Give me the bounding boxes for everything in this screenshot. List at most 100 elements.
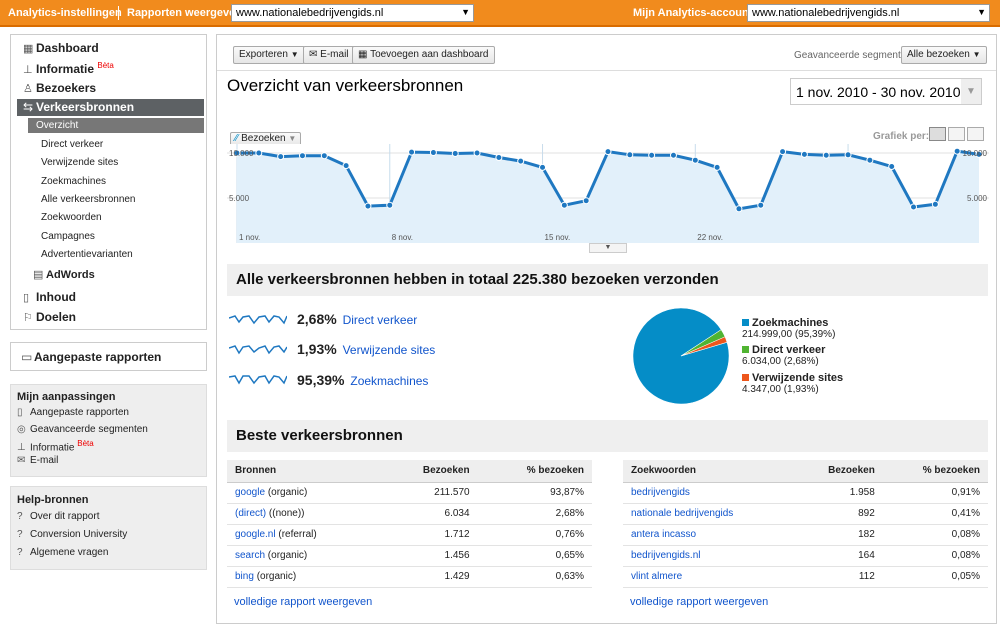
keyword-link[interactable]: bedrijvengids bbox=[631, 487, 690, 498]
data-point[interactable] bbox=[626, 151, 634, 159]
data-point[interactable] bbox=[910, 203, 918, 211]
nav-informatie[interactable]: ⊥ Informatie Bèta bbox=[23, 61, 114, 76]
source-link[interactable]: (direct) bbox=[235, 508, 267, 519]
data-point[interactable] bbox=[451, 149, 459, 157]
col-header[interactable]: % bezoeken bbox=[477, 460, 592, 483]
accounts-select[interactable]: www.nationalebedrijvengids.nl ▼ bbox=[747, 4, 990, 22]
data-point[interactable] bbox=[735, 205, 743, 213]
data-point[interactable] bbox=[931, 200, 939, 208]
medium-text: ((none)) bbox=[268, 508, 305, 519]
nav-sub-advertentie[interactable]: Advertentievarianten bbox=[41, 249, 133, 260]
data-point[interactable] bbox=[757, 201, 765, 209]
email-button[interactable]: ✉ E-mail bbox=[303, 46, 355, 64]
data-point[interactable] bbox=[888, 163, 896, 170]
data-point[interactable] bbox=[713, 163, 721, 171]
table-row: antera incasso 182 0,08% bbox=[623, 524, 988, 546]
summary-referral-link[interactable]: Verwijzende sites bbox=[342, 343, 436, 357]
data-point[interactable] bbox=[364, 202, 372, 210]
data-point[interactable] bbox=[975, 150, 983, 158]
nav-sub-direct[interactable]: Direct verkeer bbox=[41, 139, 104, 150]
custom-reports-box[interactable]: ▭ Aangepaste rapporten bbox=[10, 342, 207, 371]
data-point[interactable] bbox=[495, 154, 503, 161]
data-point[interactable] bbox=[277, 153, 285, 161]
data-point[interactable] bbox=[822, 151, 830, 159]
keyword-link[interactable]: bedrijvengids.nl bbox=[631, 550, 701, 561]
data-point[interactable] bbox=[539, 163, 547, 171]
nav-sub-overzicht[interactable]: Overzicht bbox=[28, 118, 204, 133]
keywords-full-report-link[interactable]: volledige rapport weergeven bbox=[630, 596, 769, 608]
data-point[interactable] bbox=[408, 148, 416, 156]
nav-bezoekers[interactable]: ♙ Bezoekers bbox=[23, 81, 96, 95]
data-point[interactable] bbox=[517, 157, 525, 165]
graph-month-button[interactable] bbox=[967, 127, 984, 141]
data-point[interactable] bbox=[779, 148, 787, 156]
data-point[interactable] bbox=[429, 149, 437, 157]
nav-sub-zoekwoorden[interactable]: Zoekwoorden bbox=[41, 212, 102, 223]
data-point[interactable] bbox=[866, 156, 874, 164]
top-sources-title: Beste verkeersbronnen bbox=[227, 420, 988, 452]
nav-sub-alle[interactable]: Alle verkeersbronnen bbox=[41, 194, 136, 205]
add-dashboard-button[interactable]: ▦ Toevoegen aan dashboard bbox=[352, 46, 495, 64]
keyword-link[interactable]: vlint almere bbox=[631, 571, 683, 582]
source-link[interactable]: search bbox=[235, 550, 266, 561]
nav-doelen[interactable]: ⚐ Doelen bbox=[23, 310, 76, 324]
help-item-vragen[interactable]: ? Algemene vragen bbox=[17, 547, 108, 558]
data-point[interactable] bbox=[320, 152, 328, 160]
nav-sub-campagnes[interactable]: Campagnes bbox=[41, 231, 95, 242]
help-item-university[interactable]: ? Conversion University bbox=[17, 529, 127, 540]
graph-day-button[interactable] bbox=[929, 127, 946, 141]
data-point[interactable] bbox=[255, 149, 263, 157]
nav-inhoud[interactable]: ▯ Inhoud bbox=[23, 290, 76, 304]
data-point[interactable] bbox=[473, 149, 481, 157]
summary-pct: 95,39% bbox=[297, 372, 345, 388]
col-header[interactable]: % bezoeken bbox=[882, 460, 988, 483]
custom-item-informatie[interactable]: ⊥ Informatie Bèta bbox=[17, 439, 94, 453]
help-item-rapport[interactable]: ? Over dit rapport bbox=[17, 511, 99, 522]
nav-verkeersbronnen[interactable]: ⇆ Verkeersbronnen bbox=[17, 99, 204, 116]
segments-select[interactable]: Alle bezoeken ▼ bbox=[901, 46, 987, 64]
col-header[interactable]: Zoekwoorden bbox=[623, 460, 793, 483]
nav-sub-zoekmachines[interactable]: Zoekmachines bbox=[41, 176, 107, 187]
pie-slice[interactable] bbox=[679, 336, 728, 357]
source-link[interactable]: google bbox=[235, 487, 266, 498]
data-point[interactable] bbox=[560, 201, 568, 209]
dashboard-icon: ▦ bbox=[23, 43, 34, 55]
date-range-picker[interactable]: 1 nov. 2010 - 30 nov. 2010 ▼ bbox=[790, 78, 982, 105]
custom-item-email[interactable]: ✉ E-mail bbox=[17, 455, 58, 466]
custom-item-segments[interactable]: ◎ Geavanceerde segmenten bbox=[17, 424, 148, 435]
data-point[interactable] bbox=[342, 162, 350, 170]
data-point[interactable] bbox=[604, 148, 612, 156]
data-point[interactable] bbox=[298, 152, 306, 160]
summary-search-link[interactable]: Zoekmachines bbox=[350, 374, 429, 388]
source-link[interactable]: bing bbox=[235, 571, 254, 582]
data-point[interactable] bbox=[386, 201, 394, 209]
graph-week-button[interactable] bbox=[948, 127, 965, 141]
keyword-link[interactable]: nationale bedrijvengids bbox=[631, 508, 734, 519]
analytics-settings-link[interactable]: Analytics-instellingen bbox=[8, 7, 122, 19]
source-link[interactable]: google.nl bbox=[235, 529, 276, 540]
data-point[interactable] bbox=[233, 149, 241, 157]
reports-select[interactable]: www.nationalebedrijvengids.nl ▼ bbox=[231, 4, 474, 22]
chart-collapse-handle[interactable]: ▼ bbox=[589, 243, 627, 253]
data-point[interactable] bbox=[669, 151, 677, 159]
sources-full-report-link[interactable]: volledige rapport weergeven bbox=[234, 596, 373, 608]
nav-sub-verwijzende[interactable]: Verwijzende sites bbox=[41, 157, 119, 168]
nav-dashboard[interactable]: ▦ Dashboard bbox=[23, 41, 99, 55]
pie-slice[interactable] bbox=[631, 306, 733, 406]
custom-item-reports[interactable]: ▯ Aangepaste rapporten bbox=[17, 407, 129, 418]
keyword-link[interactable]: antera incasso bbox=[631, 529, 697, 540]
data-point[interactable] bbox=[648, 151, 656, 159]
data-point[interactable] bbox=[582, 197, 590, 205]
data-point[interactable] bbox=[844, 151, 852, 159]
data-point[interactable] bbox=[953, 147, 961, 155]
col-header[interactable]: Bezoeken bbox=[379, 460, 478, 483]
data-point[interactable] bbox=[691, 156, 699, 164]
visits-cell: 6.034 bbox=[379, 503, 478, 525]
nav-adwords[interactable]: ▤ AdWords bbox=[33, 268, 95, 281]
col-header[interactable]: Bronnen bbox=[227, 460, 380, 483]
data-point[interactable] bbox=[800, 150, 808, 158]
col-header[interactable]: Bezoeken bbox=[792, 460, 883, 483]
summary-direct-link[interactable]: Direct verkeer bbox=[342, 313, 418, 327]
help-panel: Help-bronnen ? Over dit rapport ? Conversi… bbox=[10, 486, 207, 570]
export-button[interactable]: Exporteren ▼ bbox=[233, 46, 305, 64]
